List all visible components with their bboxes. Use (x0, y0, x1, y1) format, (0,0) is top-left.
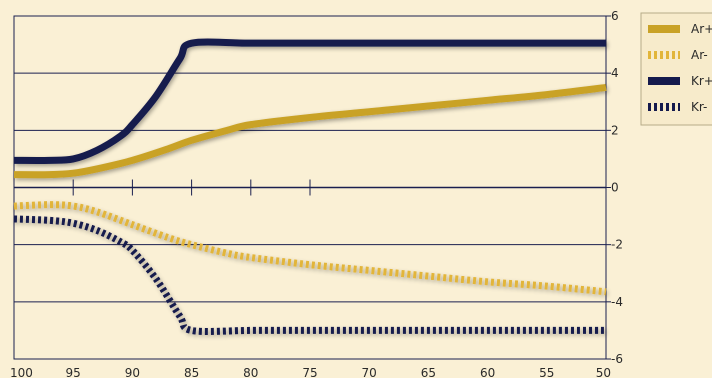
x-tick-label: 55 (539, 366, 554, 378)
x-tick-label: 100 (10, 366, 33, 378)
legend-label: Ar+ (691, 22, 712, 36)
series-lines (13, 38, 607, 335)
x-tick-labels: 100 95 90 85 80 75 70 65 60 55 50 (10, 366, 611, 378)
y-tick-labels: 6 4 2 0 -2 -4 -6 (611, 9, 623, 366)
x-tick-label: 60 (480, 366, 495, 378)
x-tick-label: 50 (596, 366, 611, 378)
x-tick-label: 95 (66, 366, 81, 378)
x-tick-label: 90 (125, 366, 140, 378)
x-tick-label: 75 (302, 366, 317, 378)
y-tick-label: -6 (611, 352, 623, 366)
axes (13, 15, 611, 360)
y-tick-label: -2 (611, 238, 623, 252)
y-tick-label: 6 (611, 9, 619, 23)
y-tick-label: -4 (611, 295, 623, 309)
series-kr-minus-line (13, 215, 606, 335)
x-tick-label: 85 (184, 366, 199, 378)
legend-label: Kr- (691, 100, 707, 114)
y-tick-label: 0 (611, 181, 619, 195)
y-tick-label: 2 (611, 123, 619, 137)
legend-label: Ar- (691, 48, 708, 62)
legend: Ar+ Ar- Kr+ Kr- (640, 12, 712, 126)
x-tick-label: 80 (243, 366, 258, 378)
x-tick-label: 65 (421, 366, 436, 378)
x-tick-label: 70 (362, 366, 377, 378)
series-ar-plus-line (13, 83, 607, 179)
y-tick-label: 4 (611, 66, 619, 80)
legend-label: Kr+ (691, 74, 712, 88)
series-ar-minus-line (13, 201, 607, 296)
series-kr-plus-line (13, 38, 606, 164)
